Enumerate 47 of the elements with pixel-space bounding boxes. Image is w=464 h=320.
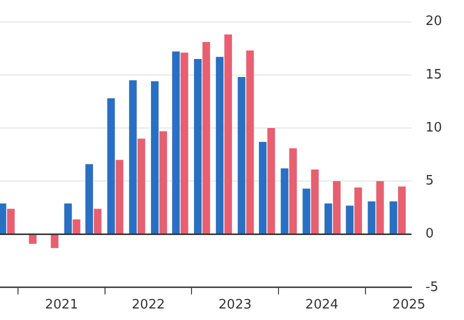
bar — [324, 203, 332, 234]
bar — [390, 201, 398, 234]
bar — [224, 34, 232, 234]
bar — [311, 169, 319, 234]
bar — [368, 201, 376, 234]
bar — [50, 234, 58, 248]
bar — [28, 234, 37, 244]
bar — [138, 138, 146, 234]
bar — [129, 80, 137, 234]
x-tick-label: 2024 — [305, 298, 338, 313]
bar — [280, 168, 288, 234]
x-tick-label: 2022 — [132, 298, 165, 313]
bar — [302, 188, 310, 234]
y-tick-label: 0 — [425, 226, 434, 242]
bar — [172, 52, 180, 234]
bar — [398, 186, 406, 234]
bar — [116, 160, 124, 234]
bar — [85, 164, 93, 234]
bar — [332, 181, 341, 234]
bar — [376, 181, 384, 234]
bar — [346, 206, 354, 234]
x-tick-label: 2023 — [218, 298, 252, 313]
bar — [72, 219, 80, 234]
y-tick-label: -5 — [425, 280, 438, 295]
bar — [216, 56, 224, 234]
bar — [107, 98, 115, 234]
bar — [267, 128, 275, 234]
y-tick-label: 20 — [425, 14, 442, 30]
bar — [354, 188, 362, 234]
bar — [150, 81, 159, 234]
y-tick-label: 5 — [425, 174, 434, 189]
bar — [180, 52, 188, 234]
bar — [64, 203, 72, 234]
y-tick-label: 10 — [425, 120, 442, 136]
bar — [238, 77, 246, 234]
bar — [194, 58, 202, 234]
bar — [202, 42, 210, 234]
bar — [7, 208, 15, 234]
bar — [94, 208, 102, 234]
bar — [258, 142, 267, 234]
x-tick-label: 2021 — [45, 298, 78, 313]
y-tick-label: 15 — [425, 67, 442, 82]
bar — [246, 50, 254, 234]
bar — [0, 203, 6, 234]
bar — [159, 131, 168, 234]
x-tick-label: 2025 — [392, 298, 426, 313]
bar — [289, 148, 297, 234]
